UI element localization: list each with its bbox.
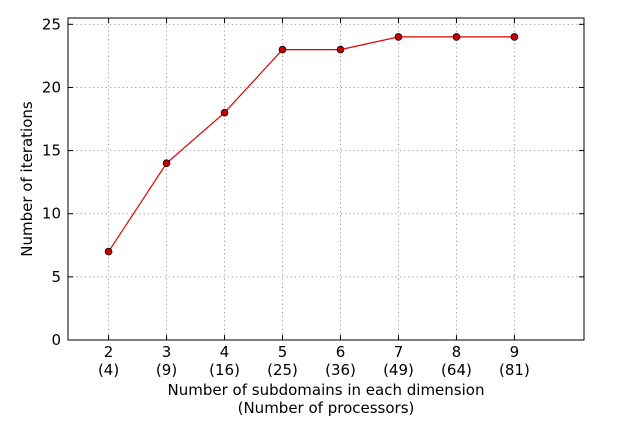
x-axis-label: Number of subdomains in each dimension: [168, 381, 485, 399]
x-tick-sublabel: (81): [499, 361, 530, 379]
y-tick-label: 5: [51, 268, 61, 286]
x-tick-sublabel: (49): [383, 361, 414, 379]
x-tick-sublabel: (36): [325, 361, 356, 379]
x-axis-sublabel: (Number of processors): [238, 399, 415, 417]
x-tick-label: 9: [510, 343, 520, 361]
y-tick-label: 15: [42, 142, 61, 160]
x-tick-sublabel: (9): [156, 361, 177, 379]
data-point: [452, 33, 461, 41]
y-tick-label: 25: [42, 15, 61, 33]
plot-frame: [67, 17, 585, 341]
x-tick-label: 7: [394, 343, 404, 361]
data-point: [510, 33, 519, 41]
data-point: [394, 33, 403, 41]
data-point: [104, 247, 113, 256]
y-tick-label: 20: [42, 78, 61, 96]
tick-labels: 05101520252(4)3(9)4(16)5(25)6(36)7(49)8(…: [42, 15, 530, 379]
x-tick-label: 4: [220, 343, 230, 361]
y-tick-label: 0: [51, 331, 61, 349]
series-line: [108, 36, 515, 252]
y-tick-label: 10: [42, 205, 61, 223]
data-point: [278, 45, 287, 54]
y-axis-label: Number of iterations: [18, 101, 36, 257]
series: [108, 36, 515, 252]
x-tick-label: 2: [104, 343, 114, 361]
x-tick-sublabel: (4): [98, 361, 119, 379]
x-tick-sublabel: (64): [441, 361, 472, 379]
data-point: [336, 45, 345, 54]
x-tick-label: 5: [278, 343, 288, 361]
x-tick-sublabel: (25): [267, 361, 298, 379]
data-points: [104, 33, 519, 256]
grid: [68, 18, 584, 340]
ticks: [68, 18, 584, 341]
x-tick-sublabel: (16): [209, 361, 240, 379]
x-tick-label: 8: [452, 343, 462, 361]
x-tick-label: 6: [336, 343, 346, 361]
data-point: [162, 159, 171, 168]
data-point: [220, 108, 229, 117]
x-tick-label: 3: [162, 343, 172, 361]
